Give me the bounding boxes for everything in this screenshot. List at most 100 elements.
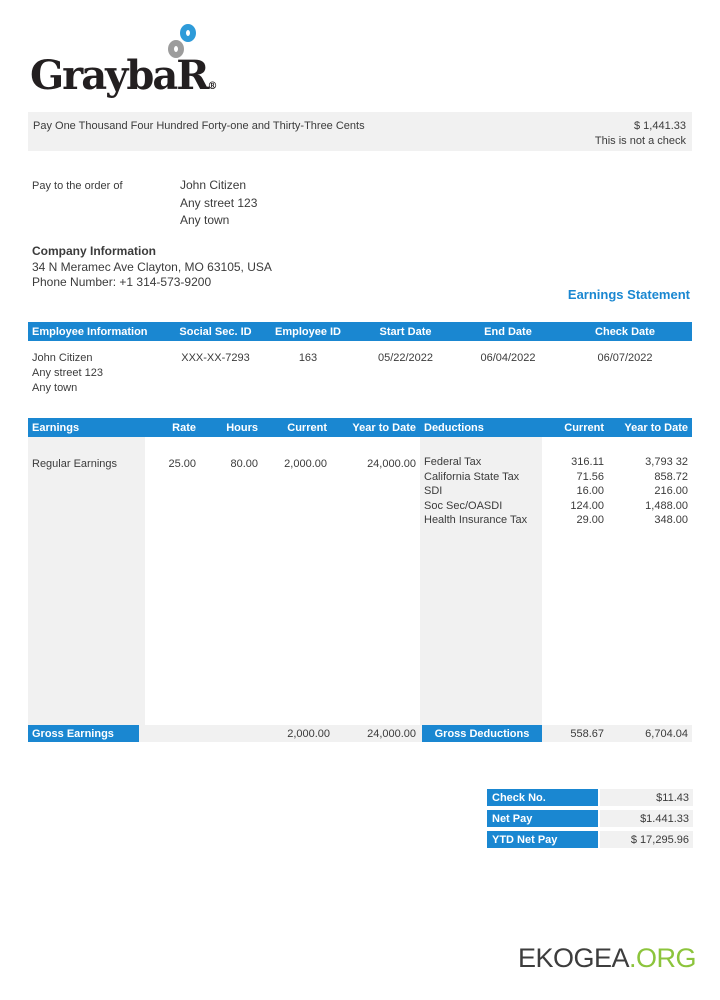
deduction-current: 71.56 [576,470,604,483]
deduction-row: Federal Tax 316.11 3,793 32 [420,455,692,470]
employee-table-header: Employee Information Social Sec. ID Empl… [28,322,692,341]
deduction-current: 316.11 [571,456,604,468]
gross-deductions-current: 558.67 [570,727,604,740]
header-rate: Rate [172,421,196,434]
deduction-row: Soc Sec/OASDI 124.00 1,488.00 [420,499,692,514]
deduction-current: 16.00 [576,485,604,497]
payee-street: Any street 123 [180,195,258,210]
deduction-ytd: 1,488.00 [645,499,688,512]
deduction-row: California State Tax 71.56 858.72 [420,470,692,485]
pay-amount-words: Pay One Thousand Four Hundred Forty-one … [33,120,365,132]
not-a-check-note: This is not a check [594,135,686,147]
ytd-net-pay-label: YTD Net Pay [487,831,598,848]
employee-table-row: John Citizen Any street 123 Any town XXX… [28,351,692,396]
gross-earnings-current: 2,000.00 [287,727,331,740]
employee-ssn: XXX-XX-7293 [181,352,250,364]
header-end-date: End Date [484,325,532,338]
company-phone: Phone Number: +1 314-573-9200 [32,275,212,289]
logo-ring-gray-icon [168,40,184,58]
header-employee-information: Employee Information [32,325,148,338]
pay-amount-bar: Pay One Thousand Four Hundred Forty-one … [28,112,692,151]
earnings-statement-title: Earnings Statement [567,287,690,302]
pay-summary: Check No. $11.43 Net Pay $1.441.33 YTD N… [487,789,693,852]
end-date: 06/04/2022 [480,352,536,364]
ekogea-brand: EKOGEA.ORG [517,943,697,974]
net-pay-label: Net Pay [487,810,598,827]
ekogea-brand-name: EKOGEA [517,943,630,973]
deduction-ytd: 216.00 [654,485,688,497]
pay-amount-value: $ 1,441.33 [634,120,686,132]
employee-town: Any town [32,382,78,394]
deductions-rows: Federal Tax 316.11 3,793 32 California S… [420,455,692,528]
payee-address-block: John Citizen Any street 123 Any town [180,177,257,230]
pay-amount-right: $ 1,441.33 This is not a check [595,119,686,151]
earnings-hours: 80.00 [230,458,258,470]
earnings-name-column-strip [28,437,145,725]
earnings-row: Regular Earnings 25.00 80.00 2,000.00 24… [28,457,420,472]
earnings-ytd: 24,000.00 [367,458,416,470]
employee-name-block: John Citizen Any street 123 Any town [28,351,168,396]
graybar-logo: GraybaR® [30,24,260,96]
deduction-name: Health Insurance Tax [424,514,528,526]
header-social-sec-id: Social Sec. ID [179,325,252,338]
registered-mark: ® [207,81,218,92]
deduction-row: SDI 16.00 216.00 [420,484,692,499]
header-deductions-ytd: Year to Date [624,421,688,434]
check-no-label: Check No. [487,789,598,806]
deduction-row: Health Insurance Tax 29.00 348.00 [420,513,692,528]
payee-town: Any town [180,213,230,227]
header-earnings-ytd: Year to Date [352,421,416,434]
header-earnings-current: Current [287,421,327,434]
company-address: 34 N Meramec Ave Clayton, MO 63105, USA [32,259,272,274]
earnings-table-body: Regular Earnings 25.00 80.00 2,000.00 24… [28,437,692,725]
employee-id: 163 [298,352,318,364]
gross-deductions-section: Gross Deductions 558.67 6,704.04 [420,725,692,742]
payee-name: John Citizen [180,178,247,192]
check-no-value: $11.43 [600,789,693,806]
deduction-name: California State Tax [424,470,520,483]
header-deductions-current: Current [564,421,604,434]
employee-street: Any street 123 [32,367,103,379]
gross-earnings-section: Gross Earnings 2,000.00 24,000.00 [28,725,420,742]
gross-earnings-label: Gross Earnings [28,725,140,742]
employee-name: John Citizen [32,352,93,364]
deduction-name: Soc Sec/OASDI [424,499,503,512]
header-check-date: Check Date [595,325,655,338]
net-pay-value: $1.441.33 [600,810,693,827]
header-hours: Hours [226,421,258,434]
deduction-name: Federal Tax [424,456,482,468]
deduction-ytd: 858.72 [654,470,688,483]
header-deductions: Deductions [424,421,484,434]
deduction-ytd: 3,793 32 [645,456,688,468]
deductions-name-column-strip [420,437,542,725]
logo-text: GraybaR® [30,56,218,96]
deduction-current: 124.00 [570,499,604,512]
summary-row-check-no: Check No. $11.43 [487,789,693,806]
summary-row-ytd-net-pay: YTD Net Pay $ 17,295.96 [487,831,693,848]
logo-ring-blue-icon [180,24,196,42]
header-earnings: Earnings [32,421,80,434]
gross-totals-row: Gross Earnings 2,000.00 24,000.00 Gross … [28,725,692,742]
deduction-name: SDI [424,485,443,497]
header-employee-id: Employee ID [274,325,342,338]
start-date: 05/22/2022 [377,352,434,364]
logo-wordmark: GraybaR [30,52,210,99]
header-start-date: Start Date [379,325,432,338]
summary-row-net-pay: Net Pay $1.441.33 [487,810,693,827]
deduction-current: 29.00 [576,514,604,526]
check-date: 06/07/2022 [597,352,653,364]
ekogea-brand-suffix: .ORG [628,943,697,973]
earnings-name: Regular Earnings [32,458,117,470]
gross-earnings-ytd: 24,000.00 [367,727,417,740]
company-info-title: Company Information [32,244,157,258]
pay-to-order-label: Pay to the order of [32,180,123,192]
earnings-current: 2,000.00 [284,458,327,470]
deduction-ytd: 348.00 [654,514,688,526]
company-info-block: Company Information 34 N Meramec Ave Cla… [32,244,272,291]
earnings-table-header: Earnings Rate Hours Current Year to Date… [28,418,692,437]
earnings-rate: 25.00 [168,458,196,470]
ytd-net-pay-value: $ 17,295.96 [600,831,693,848]
gross-deductions-ytd: 6,704.04 [645,727,688,740]
gross-deductions-label: Gross Deductions [422,725,542,742]
